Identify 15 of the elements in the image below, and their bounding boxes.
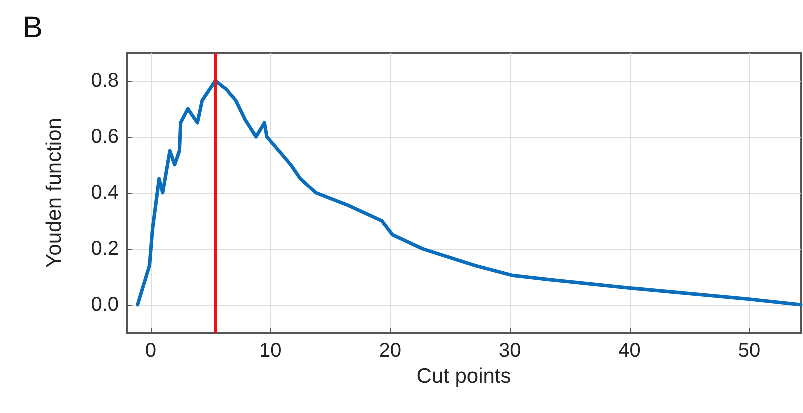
y-tick-label: 0.4: [91, 182, 119, 204]
x-tick-label: 40: [618, 340, 641, 362]
y-axis-title: Youden function: [43, 118, 66, 268]
x-tick-label: 0: [145, 340, 157, 362]
x-tick-label: 50: [738, 340, 761, 362]
y-tick-label: 0.0: [91, 294, 119, 316]
y-tick-label: 0.8: [91, 70, 119, 92]
y-tick-label: 0.2: [91, 238, 119, 260]
chart-title: B: [23, 12, 44, 44]
line-series: [136, 79, 803, 307]
x-tick-label: 10: [260, 340, 282, 362]
x-axis-title: Cut points: [416, 364, 512, 388]
y-tick-label: 0.6: [91, 126, 119, 148]
x-tick-label: 20: [379, 340, 402, 362]
x-tick-label: 30: [498, 340, 522, 362]
